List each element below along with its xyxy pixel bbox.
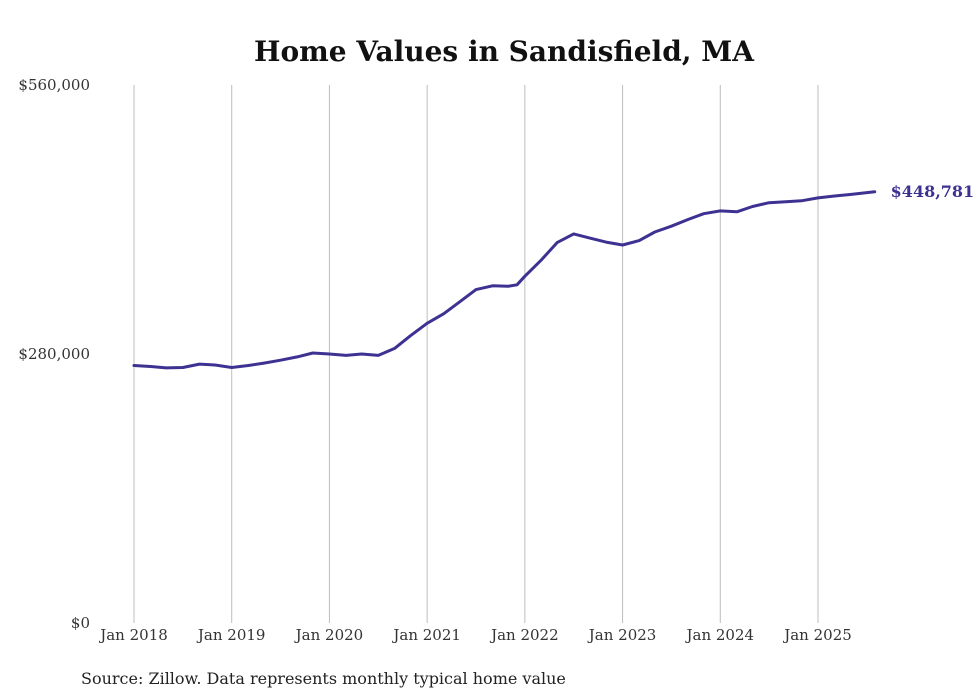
- y-axis-ticks: $0 $280,000 $560,000: [18, 76, 90, 632]
- x-tick-label: Jan 2019: [196, 626, 266, 644]
- series-line-0: [132, 190, 877, 370]
- x-tick-label: Jan 2020: [294, 626, 364, 644]
- x-axis-ticks: Jan 2018 Jan 2019 Jan 2020 Jan 2021 Jan 2022…: [98, 626, 852, 644]
- x-tick-label: Jan 2021: [391, 626, 461, 644]
- x-tick-label: Jan 2023: [587, 626, 657, 644]
- y-tick-label: $560,000: [18, 76, 90, 94]
- x-tick-label: Jan 2018: [98, 626, 168, 644]
- x-tick-label: Jan 2025: [782, 626, 852, 644]
- series-layer: $448,781: [132, 182, 975, 370]
- grid-lines: [133, 85, 819, 623]
- chart-title: Home Values in Sandisfield, MA: [254, 35, 755, 68]
- source-note: Source: Zillow. Data represents monthly …: [81, 669, 566, 688]
- x-tick-label: Jan 2022: [489, 626, 559, 644]
- y-tick-label: $0: [71, 614, 90, 632]
- series-end-label: $448,781: [891, 182, 975, 201]
- x-tick-label: Jan 2024: [685, 626, 755, 644]
- y-tick-label: $280,000: [18, 345, 90, 363]
